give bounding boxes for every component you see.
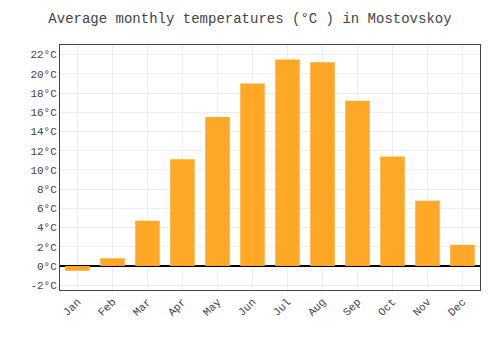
svg-text:16°C: 16°C <box>30 107 57 119</box>
svg-text:May: May <box>201 296 224 319</box>
svg-text:18°C: 18°C <box>30 88 57 100</box>
svg-text:Sep: Sep <box>341 296 363 318</box>
svg-text:Jun: Jun <box>236 296 258 318</box>
svg-text:Jan: Jan <box>61 296 83 318</box>
svg-text:Nov: Nov <box>411 296 434 319</box>
svg-text:Feb: Feb <box>96 296 118 318</box>
svg-text:Dec: Dec <box>446 296 468 318</box>
svg-text:12°C: 12°C <box>30 146 57 158</box>
svg-text:-2°C: -2°C <box>30 280 57 292</box>
svg-text:4°C: 4°C <box>37 222 57 234</box>
svg-text:0°C: 0°C <box>37 261 57 273</box>
svg-text:8°C: 8°C <box>37 184 57 196</box>
svg-text:Apr: Apr <box>166 296 188 318</box>
svg-text:Mar: Mar <box>131 296 153 318</box>
svg-text:Oct: Oct <box>376 296 398 318</box>
svg-text:Aug: Aug <box>306 296 328 318</box>
svg-text:6°C: 6°C <box>37 203 57 215</box>
svg-text:Average monthly temperatures (: Average monthly temperatures (°C ) in Mo… <box>48 11 451 27</box>
svg-text:22°C: 22°C <box>30 49 57 61</box>
svg-text:Jul: Jul <box>271 296 293 318</box>
svg-text:2°C: 2°C <box>37 242 57 254</box>
svg-text:14°C: 14°C <box>30 126 57 138</box>
svg-text:10°C: 10°C <box>30 165 57 177</box>
svg-text:20°C: 20°C <box>30 69 57 81</box>
